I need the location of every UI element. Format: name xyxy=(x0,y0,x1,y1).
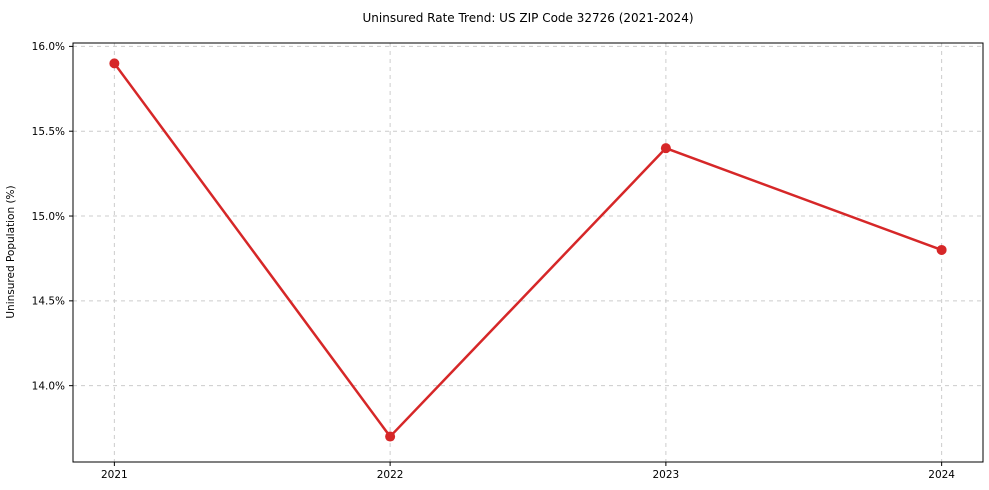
x-tick-label: 2023 xyxy=(653,469,680,481)
chart-title: Uninsured Rate Trend: US ZIP Code 32726 … xyxy=(362,11,693,25)
data-point xyxy=(660,143,671,154)
y-tick-label: 16.0% xyxy=(32,41,65,53)
plot-border xyxy=(72,42,984,463)
y-tick-label: 15.5% xyxy=(32,126,65,138)
series-layer xyxy=(109,58,947,442)
data-point xyxy=(385,431,396,442)
y-tick-label: 14.5% xyxy=(32,296,65,308)
y-tick-label: 14.0% xyxy=(32,380,65,392)
axis-layer: 16.0% 15.5% 15.0% 14.5% 14.0% 2021 2022 2023 202… xyxy=(32,41,984,481)
grid-layer xyxy=(73,43,983,462)
x-tick-label: 2021 xyxy=(101,469,128,481)
data-point xyxy=(109,58,120,69)
x-tick-label: 2024 xyxy=(928,469,955,481)
x-tick-label: 2022 xyxy=(377,469,404,481)
y-axis-label: Uninsured Population (%) xyxy=(5,185,17,318)
y-tick-label: 15.0% xyxy=(32,211,65,223)
trend-line xyxy=(113,62,943,438)
data-point xyxy=(936,244,947,255)
